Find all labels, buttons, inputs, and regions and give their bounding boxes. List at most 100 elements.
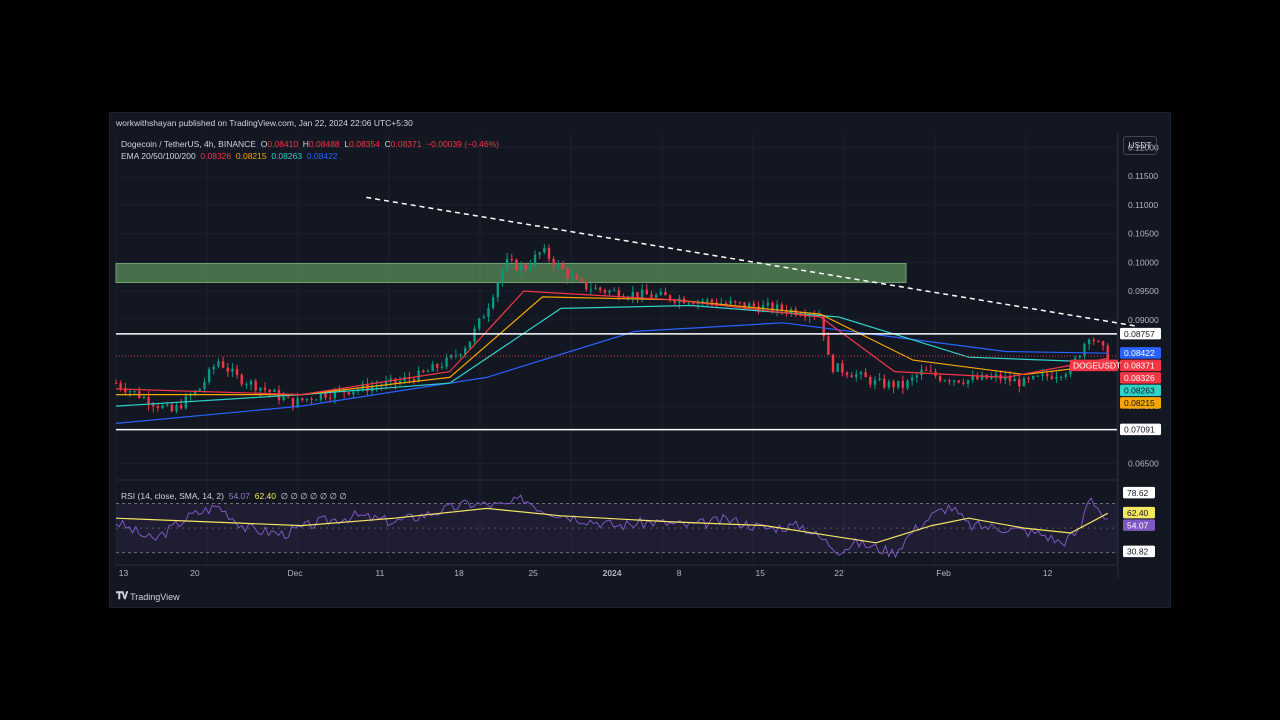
candle-body <box>296 398 299 408</box>
candle-body <box>622 297 625 299</box>
high-value: 0.08488 <box>308 139 340 149</box>
candle-body <box>133 391 136 393</box>
candle-body <box>980 374 984 380</box>
candle-body <box>785 310 788 314</box>
rsi-legend[interactable]: RSI (14, close, SMA, 14, 2) 54.07 62.40 … <box>121 491 347 502</box>
price-label: 0.08215 <box>1124 398 1155 408</box>
close-value: 0.08371 <box>390 139 422 149</box>
candle-body <box>529 265 532 269</box>
candle-body <box>938 376 942 381</box>
y-tick-label: 0.11500 <box>1128 171 1158 181</box>
ema200-value: 0.08422 <box>306 151 338 161</box>
price-label: 0.08757 <box>1124 329 1155 339</box>
candle-body <box>152 404 155 407</box>
candle-body <box>473 328 476 342</box>
candle-body <box>948 380 951 382</box>
rsi-label: RSI (14, close, SMA, 14, 2) <box>121 491 224 501</box>
price-label: 0.08263 <box>1124 386 1155 396</box>
rsi-label: 30.82 <box>1127 547 1149 557</box>
candle-body <box>1087 339 1091 345</box>
candle-body <box>468 341 472 349</box>
currency-button[interactable]: USDT <box>1123 136 1157 155</box>
candle-body <box>203 381 206 389</box>
ema200-line <box>115 322 1108 424</box>
y-tick-label: 0.11000 <box>1128 200 1158 210</box>
candle-body <box>594 287 597 290</box>
x-tick-label: 11 <box>376 568 385 578</box>
candle-body <box>319 393 323 400</box>
rsi-label-box <box>1123 519 1155 531</box>
candle-body <box>640 289 644 298</box>
candle-body <box>436 364 439 368</box>
candle-body <box>333 389 337 399</box>
candle-body <box>142 396 146 398</box>
candle-body <box>282 397 285 401</box>
open-value: 0.08410 <box>267 139 299 149</box>
candle-body <box>347 392 351 395</box>
candle-body <box>543 247 546 253</box>
candle-body <box>128 391 132 393</box>
rsi-label-box <box>1123 545 1155 558</box>
y-tick-label: 0.12000 <box>1128 142 1159 152</box>
symbol-legend[interactable]: Dogecoin / TetherUS, 4h, BINANCE O0.0841… <box>121 139 499 149</box>
ema20-line <box>115 290 1108 396</box>
candle-body <box>1008 376 1012 382</box>
rsi-value: 54.07 <box>228 491 250 501</box>
candle-body <box>166 404 169 406</box>
candle-body <box>519 264 523 271</box>
candle-body <box>892 381 895 388</box>
candle-body <box>170 404 174 412</box>
candle-body <box>477 318 481 329</box>
candle-body <box>734 300 737 303</box>
published-info: workwithshayan published on TradingView.… <box>116 118 413 128</box>
price-label-box <box>1120 359 1161 372</box>
candle-body <box>240 375 243 385</box>
ema100-value: 0.08263 <box>271 151 303 161</box>
candle-body <box>827 336 830 355</box>
candle-body <box>375 386 378 388</box>
candle-body <box>924 369 928 371</box>
ema-legend[interactable]: EMA 20/50/100/200 0.08326 0.08215 0.0826… <box>121 151 338 161</box>
x-tick-label: 20 <box>190 568 200 578</box>
candle-body <box>501 269 504 283</box>
change-value: −0.00039 (−0.46%) <box>426 139 499 149</box>
candle-body <box>310 398 313 401</box>
candle-body <box>1083 344 1086 356</box>
candle-body <box>929 370 933 372</box>
candle-body <box>124 388 127 393</box>
tradingview-brand[interactable]: 𝐓𝐕 TradingView <box>116 591 180 602</box>
candle-body <box>226 367 229 372</box>
candle-body <box>636 292 639 298</box>
candle-body <box>207 369 211 382</box>
candle-body <box>1032 376 1035 379</box>
candle-body <box>217 361 220 367</box>
candle-body <box>966 380 970 384</box>
candle-body <box>156 406 160 409</box>
chart-canvas[interactable]: 0.12000 0.11500 0.11000 0.10500 0.10000 0.095… <box>110 113 1172 609</box>
candle-body <box>1101 341 1105 346</box>
candle-body <box>841 363 844 373</box>
rsi-label-box <box>1123 486 1155 499</box>
candle-body <box>1092 339 1095 342</box>
candle-body <box>845 372 849 376</box>
candle-body <box>608 290 611 293</box>
candle-body <box>547 247 551 259</box>
x-tick-label: 12 <box>1043 568 1053 578</box>
candle-body <box>361 383 364 390</box>
ema50-value: 0.08215 <box>235 151 267 161</box>
candle-body <box>599 287 602 291</box>
candle-body <box>687 303 690 305</box>
candle-body <box>161 405 164 409</box>
candle-body <box>864 372 867 378</box>
candle-body <box>580 279 583 282</box>
candle-body <box>1041 373 1044 376</box>
candle-body <box>147 396 150 405</box>
candle-body <box>175 404 178 412</box>
candle-body <box>384 381 388 386</box>
candle-body <box>324 393 327 398</box>
candle-body <box>254 380 257 391</box>
symbol-tag-box <box>1070 359 1118 372</box>
candle-body <box>287 397 290 399</box>
candle-body <box>976 376 979 380</box>
candle-body <box>1055 376 1058 379</box>
